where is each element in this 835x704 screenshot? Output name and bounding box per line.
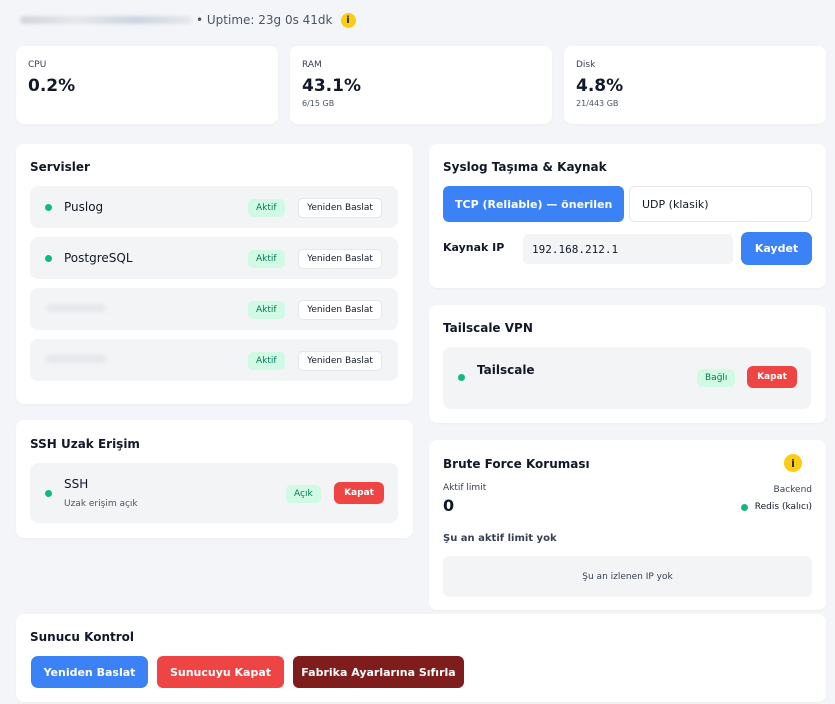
restart-button[interactable]: Yeniden Baslat bbox=[298, 198, 382, 218]
uptime-text: • Uptime: 23g 0s 41dk bbox=[196, 13, 333, 27]
udp-option-button[interactable]: UDP (klasik) bbox=[629, 186, 812, 222]
no-limit-text: Şu an aktif limit yok bbox=[443, 533, 557, 544]
tailscale-close-button[interactable]: Kapat bbox=[747, 366, 797, 388]
services-card: Servisler Puslog Aktif Yeniden Baslat Po… bbox=[16, 144, 413, 404]
ssh-row: SSH Uzak erişim açık Açık Kapat bbox=[30, 463, 398, 523]
status-dot-icon bbox=[45, 255, 52, 262]
bruteforce-title: Brute Force Koruması bbox=[443, 457, 590, 471]
service-name: Puslog bbox=[64, 200, 104, 214]
ram-card: RAM 43.1% 6/15 GB bbox=[290, 46, 552, 124]
ram-label: RAM bbox=[302, 60, 322, 70]
restart-button[interactable]: Yeniden Baslat bbox=[298, 249, 382, 269]
status-badge: Aktif bbox=[248, 250, 285, 268]
disk-value: 4.8% bbox=[576, 76, 624, 96]
source-ip-input[interactable]: 192.168.212.1 bbox=[523, 234, 733, 264]
disk-sub: 21/443 GB bbox=[576, 99, 619, 108]
status-dot-icon bbox=[458, 374, 465, 381]
cpu-value: 0.2% bbox=[28, 76, 76, 96]
server-control-card: Sunucu Kontrol Yeniden Baslat Sunucuyu K… bbox=[16, 614, 826, 702]
ssh-close-button[interactable]: Kapat bbox=[334, 482, 384, 504]
ssh-name: SSH bbox=[64, 477, 89, 491]
hostname-redacted bbox=[20, 16, 192, 24]
service-row: Puslog Aktif Yeniden Baslat bbox=[30, 186, 398, 228]
bruteforce-card: Brute Force Koruması i Aktif limit 0 Bac… bbox=[429, 440, 826, 610]
tailscale-card: Tailscale VPN Tailscale Bağlı Kapat bbox=[429, 305, 826, 423]
ram-sub: 6/15 GB bbox=[302, 99, 335, 108]
ssh-desc: Uzak erişim açık bbox=[64, 499, 138, 509]
uptime-bar: • Uptime: 23g 0s 41dk i bbox=[20, 10, 356, 30]
tailscale-name: Tailscale bbox=[477, 363, 535, 377]
status-badge: Aktif bbox=[248, 199, 285, 217]
ssh-status-badge: Açık bbox=[286, 485, 321, 503]
disk-label: Disk bbox=[576, 60, 596, 70]
services-title: Servisler bbox=[30, 160, 90, 174]
save-button[interactable]: Kaydet bbox=[741, 232, 812, 265]
backend-label: Backend bbox=[773, 485, 812, 495]
tailscale-status-badge: Bağlı bbox=[697, 369, 736, 387]
ssh-title: SSH Uzak Erişim bbox=[30, 437, 140, 451]
cpu-label: CPU bbox=[28, 60, 47, 70]
backend-value: Redis (kalıcı) bbox=[754, 502, 812, 512]
service-name-redacted bbox=[46, 304, 106, 312]
tailscale-row: Tailscale Bağlı Kapat bbox=[443, 347, 811, 409]
syslog-title: Syslog Taşıma & Kaynak bbox=[443, 160, 607, 174]
active-limit-label: Aktif limit bbox=[443, 483, 487, 493]
service-row: PostgreSQL Aktif Yeniden Baslat bbox=[30, 237, 398, 279]
disk-card: Disk 4.8% 21/443 GB bbox=[564, 46, 826, 124]
service-name-redacted bbox=[46, 355, 106, 363]
status-dot-icon bbox=[45, 490, 52, 497]
no-ip-box: Şu an izlenen IP yok bbox=[443, 556, 812, 597]
cpu-card: CPU 0.2% bbox=[16, 46, 278, 124]
shutdown-button[interactable]: Sunucuyu Kapat bbox=[157, 656, 284, 688]
info-icon[interactable]: i bbox=[340, 12, 356, 28]
ram-value: 43.1% bbox=[302, 76, 361, 96]
restart-server-button[interactable]: Yeniden Baslat bbox=[31, 656, 148, 688]
status-dot-icon bbox=[45, 204, 52, 211]
restart-button[interactable]: Yeniden Baslat bbox=[298, 351, 382, 371]
service-row: Aktif Yeniden Baslat bbox=[30, 339, 398, 381]
tailscale-title: Tailscale VPN bbox=[443, 321, 533, 335]
service-name: PostgreSQL bbox=[64, 251, 133, 265]
info-icon[interactable]: i bbox=[784, 454, 802, 472]
source-ip-label: Kaynak IP bbox=[443, 241, 505, 254]
status-dot-icon bbox=[741, 504, 748, 511]
tcp-option-button[interactable]: TCP (Reliable) — önerilen bbox=[443, 186, 624, 222]
active-limit-value: 0 bbox=[443, 496, 455, 515]
restart-button[interactable]: Yeniden Baslat bbox=[298, 300, 382, 320]
ssh-card: SSH Uzak Erişim SSH Uzak erişim açık Açı… bbox=[16, 420, 413, 538]
status-badge: Aktif bbox=[248, 352, 285, 370]
service-row: Aktif Yeniden Baslat bbox=[30, 288, 398, 330]
server-control-title: Sunucu Kontrol bbox=[30, 630, 134, 644]
factory-reset-button[interactable]: Fabrika Ayarlarına Sıfırla bbox=[293, 656, 464, 688]
status-badge: Aktif bbox=[248, 301, 285, 319]
